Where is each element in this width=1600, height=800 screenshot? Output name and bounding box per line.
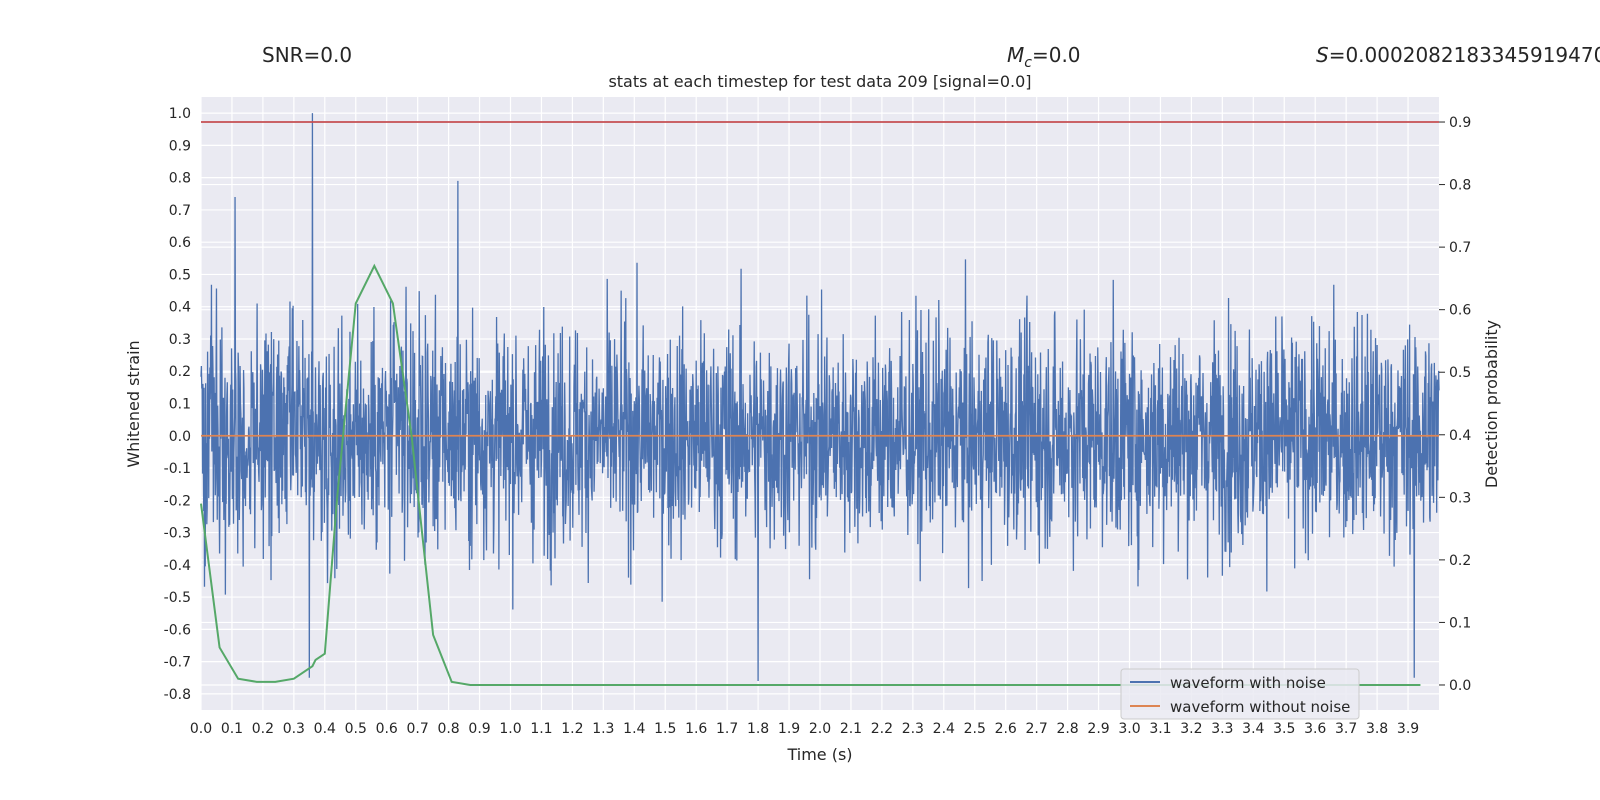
x-tick-label: 2.2: [871, 721, 893, 737]
y2-tick-label: 0.5: [1449, 365, 1471, 381]
y2-tick-label: 0.1: [1449, 615, 1471, 631]
x-tick-label: 3.9: [1397, 721, 1419, 737]
snr-label: SNR=0.0: [262, 43, 352, 67]
y-tick-label: 0.8: [169, 171, 191, 187]
y-tick-label: 0.4: [169, 300, 191, 316]
x-tick-label: 1.2: [561, 721, 583, 737]
y-tick-label: -0.6: [164, 622, 191, 638]
y-tick-label: 0.5: [169, 267, 191, 283]
y-tick-label: 0.9: [169, 138, 191, 154]
x-tick-label: 0.9: [468, 721, 490, 737]
y2-axis-ticks: 0.9 0.8 0.7 0.6 0.5 0.4 0.3 0.2 0.1 0.0: [1439, 115, 1471, 694]
x-tick-label: 0.3: [283, 721, 305, 737]
x-tick-label: 0.4: [314, 721, 336, 737]
y-tick-label: 0.3: [169, 332, 191, 348]
x-tick-label: 2.4: [933, 721, 955, 737]
y2-tick-label: 0.4: [1449, 428, 1471, 444]
x-tick-label: 0.5: [345, 721, 367, 737]
x-tick-label: 2.8: [1056, 721, 1078, 737]
y-axis-label: Whitened strain: [124, 340, 143, 467]
y-tick-label: -0.7: [164, 655, 191, 671]
x-tick-label: 0.8: [437, 721, 459, 737]
x-tick-label: 0.1: [221, 721, 243, 737]
x-tick-label: 1.7: [716, 721, 738, 737]
x-tick-label: 2.7: [1026, 721, 1048, 737]
statistic-symbol: S: [1316, 43, 1329, 67]
y-tick-label: -0.4: [164, 558, 191, 574]
legend: waveform with noise waveform without noi…: [1120, 668, 1360, 720]
x-tick-label: 1.8: [747, 721, 769, 737]
y-tick-label: 0.2: [169, 364, 191, 380]
y2-tick-label: 0.9: [1449, 115, 1471, 131]
snr-statistic-label: S=0.00020821833459194708: [1316, 43, 1600, 67]
x-tick-label: 0.7: [407, 721, 429, 737]
chirp-mass-symbol: M: [1007, 43, 1024, 67]
x-tick-label: 3.0: [1118, 721, 1140, 737]
x-tick-label: 3.7: [1335, 721, 1357, 737]
x-axis-label: Time (s): [786, 745, 852, 764]
x-tick-label: 3.2: [1180, 721, 1202, 737]
x-tick-label: 0.2: [252, 721, 274, 737]
y-tick-label: 0.6: [169, 235, 191, 251]
x-tick-label: 3.8: [1366, 721, 1388, 737]
x-tick-label: 2.0: [809, 721, 831, 737]
x-tick-label: 3.5: [1273, 721, 1295, 737]
legend-clean-label: waveform without noise: [1170, 698, 1350, 716]
y-tick-label: 1.0: [169, 106, 191, 122]
legend-noise-label: waveform with noise: [1170, 674, 1326, 692]
y2-tick-label: 0.2: [1449, 553, 1471, 569]
x-tick-label: 0.6: [376, 721, 398, 737]
y-tick-label: -0.1: [164, 461, 191, 477]
x-tick-label: 2.1: [840, 721, 862, 737]
x-tick-label: 1.1: [530, 721, 552, 737]
y-tick-label: 0.0: [169, 429, 191, 445]
y2-tick-label: 0.8: [1449, 178, 1471, 194]
x-axis-ticks: 0.0 0.1 0.2 0.3 0.4 0.5 0.6 0.7 0.8 0.9 1.0 1.1 1.2 1…: [190, 721, 1419, 737]
x-tick-label: 1.9: [778, 721, 800, 737]
x-tick-label: 1.4: [623, 721, 645, 737]
legend-box: [1120, 668, 1360, 720]
x-tick-label: 3.3: [1211, 721, 1233, 737]
chirp-mass-value: =0.0: [1032, 43, 1081, 67]
y2-tick-label: 0.3: [1449, 490, 1471, 506]
detection-probability-series: [200, 263, 1421, 686]
x-tick-label: 3.6: [1304, 721, 1326, 737]
y-tick-label: 0.1: [169, 397, 191, 413]
y2-axis-label: Detection probability: [1482, 320, 1501, 488]
chart-title: stats at each timestep for test data 209…: [608, 72, 1031, 91]
y-tick-label: -0.2: [164, 493, 191, 509]
chirp-mass-label: Mc=0.0: [1007, 43, 1081, 71]
x-tick-label: 1.5: [654, 721, 676, 737]
y-tick-label: 0.7: [169, 203, 191, 219]
detection-probability-line: [200, 263, 1421, 686]
y-axis-ticks: 1.0 0.9 0.8 0.7 0.6 0.5 0.4 0.3 0.2 0.1 0.0 -0.1 -0.…: [164, 106, 191, 703]
y2-tick-label: 0.7: [1449, 240, 1471, 256]
x-tick-label: 0.0: [190, 721, 212, 737]
x-tick-label: 1.6: [685, 721, 707, 737]
x-tick-label: 2.6: [995, 721, 1017, 737]
x-tick-label: 2.9: [1087, 721, 1109, 737]
y-tick-label: -0.5: [164, 590, 191, 606]
x-tick-label: 2.3: [902, 721, 924, 737]
chirp-mass-subscript: c: [1024, 55, 1032, 71]
x-tick-label: 3.1: [1149, 721, 1171, 737]
y2-tick-label: 0.0: [1449, 678, 1471, 694]
x-tick-label: 3.4: [1242, 721, 1264, 737]
x-tick-label: 1.0: [499, 721, 521, 737]
y-tick-label: -0.8: [164, 687, 191, 703]
y2-tick-label: 0.6: [1449, 303, 1471, 319]
y-tick-label: -0.3: [164, 526, 191, 542]
statistic-value: =0.00020821833459194708: [1329, 43, 1600, 67]
x-tick-label: 1.3: [592, 721, 614, 737]
x-tick-label: 2.5: [964, 721, 986, 737]
